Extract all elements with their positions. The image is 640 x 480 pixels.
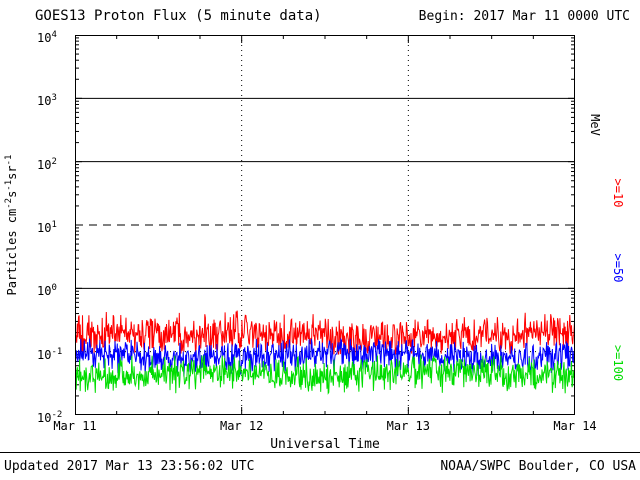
series-line-ge50 — [74, 337, 576, 377]
plot-frame — [75, 35, 575, 415]
plot-canvas — [74, 34, 576, 416]
x-tick-label: Mar 13 — [386, 419, 430, 433]
updated-timestamp: Updated 2017 Mar 13 23:56:02 UTC — [4, 459, 255, 474]
y-axis-label: Particles cm-2s-1sr-1 — [4, 154, 19, 296]
footer-divider — [0, 452, 640, 453]
y-tick-label: 10-1 — [37, 346, 63, 362]
y-tick-label: 100 — [37, 283, 57, 299]
series-line-ge100 — [74, 354, 576, 395]
right-axis-unit-label: MeV — [588, 114, 602, 136]
y-tick-label: 102 — [37, 156, 57, 172]
y-tick-label: 104 — [37, 30, 57, 45]
y-tick-label: 103 — [37, 93, 57, 109]
x-tick-label: Mar 14 — [553, 419, 597, 433]
credit-label: NOAA/SWPC Boulder, CO USA — [440, 459, 636, 474]
begin-time-label: Begin: 2017 Mar 11 0000 UTC — [418, 9, 630, 24]
chart-title: GOES13 Proton Flux (5 minute data) — [35, 8, 322, 24]
x-axis-title: Universal Time — [270, 437, 380, 452]
y-tick-label: 101 — [37, 220, 57, 235]
x-tick-label: Mar 11 — [53, 419, 97, 433]
y-tick-label: 10-2 — [37, 410, 63, 425]
x-tick-label: Mar 12 — [219, 419, 264, 433]
plot-area — [74, 34, 576, 416]
right-series-label-ge100: >=100 — [611, 344, 625, 382]
series-line-ge10 — [74, 310, 576, 357]
